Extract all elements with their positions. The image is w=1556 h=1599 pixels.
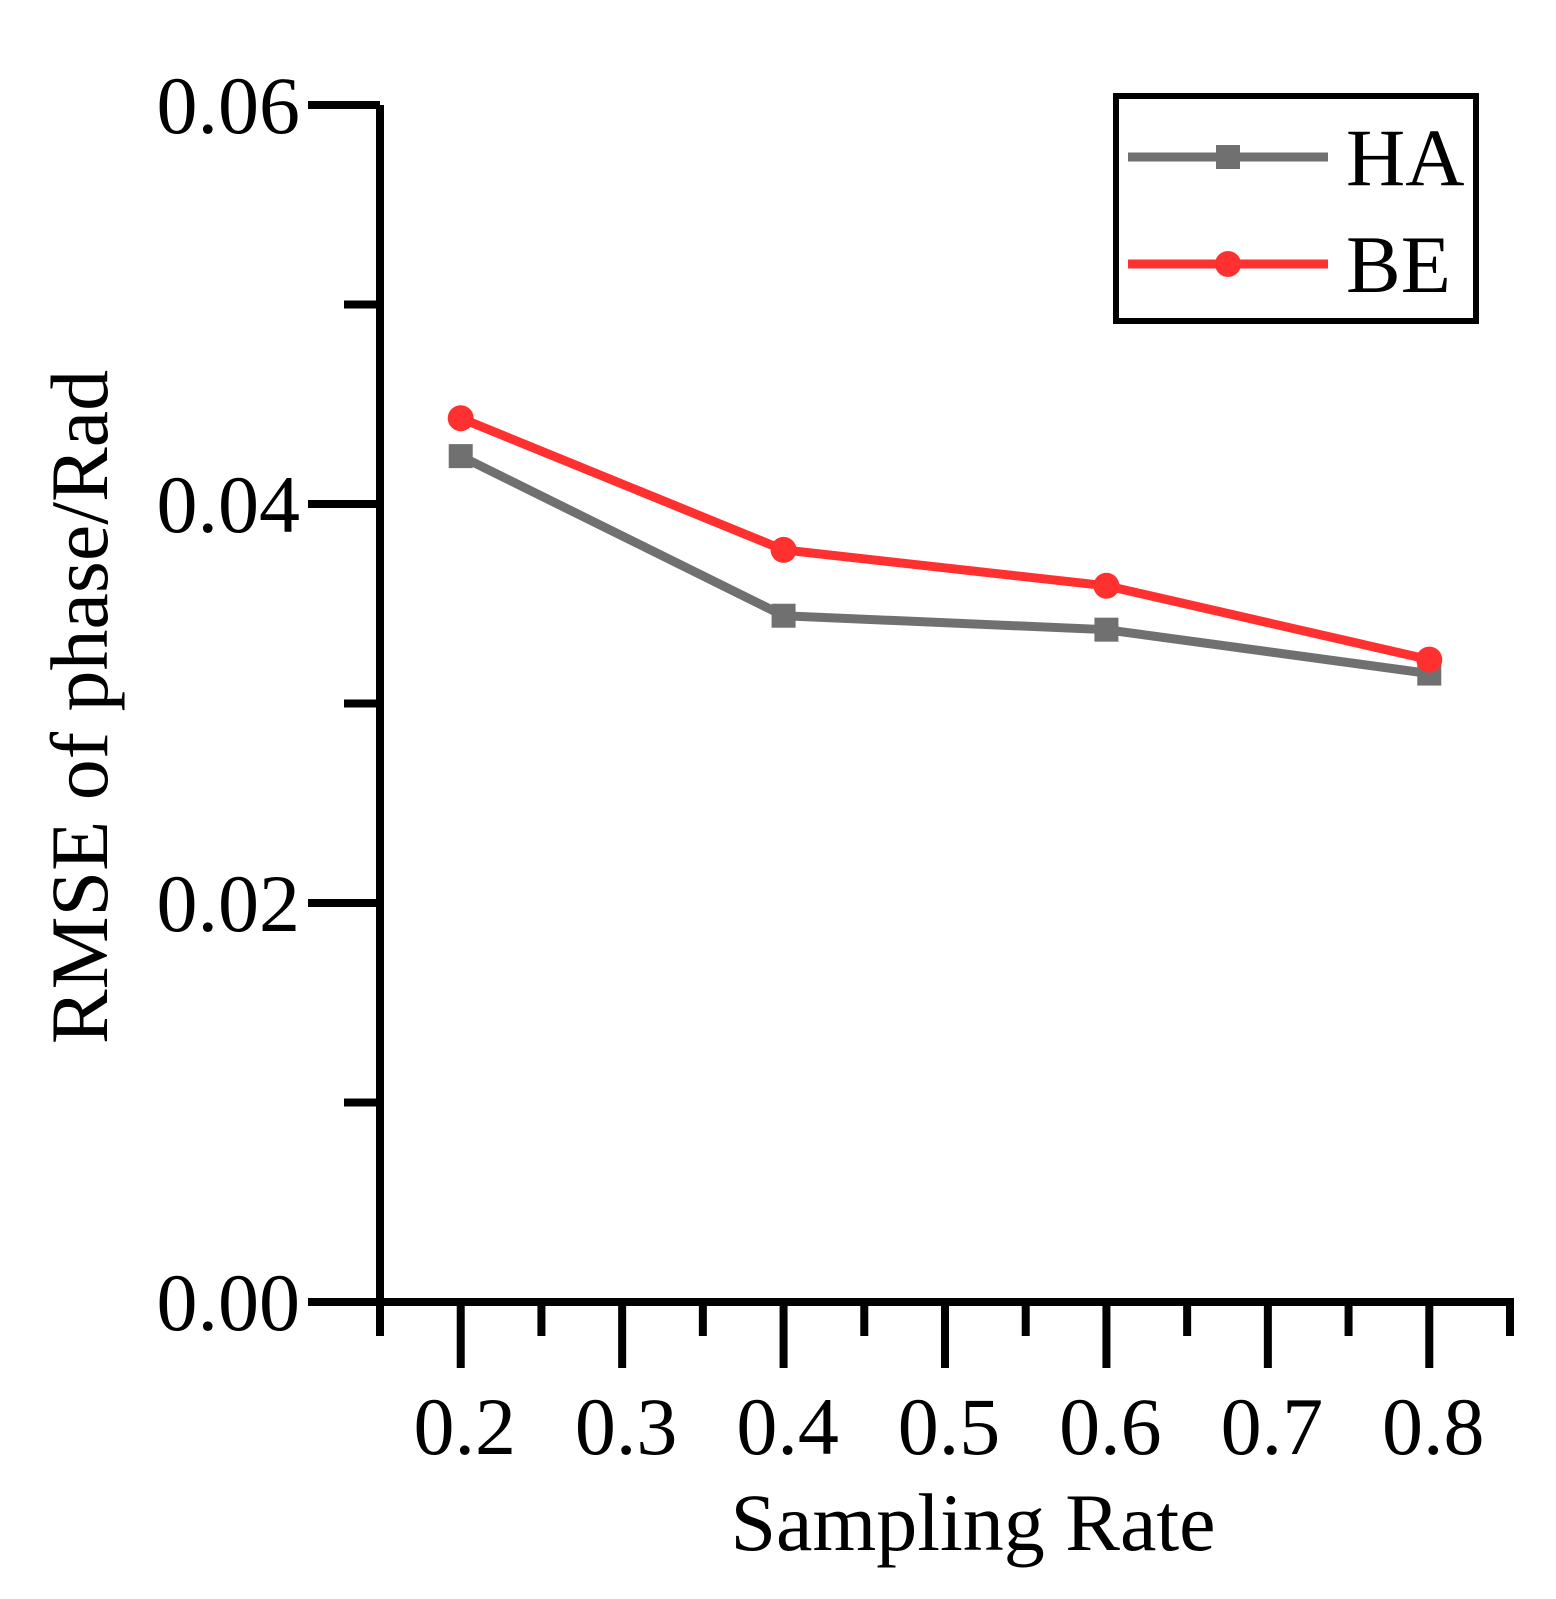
x-tick-label: 0.7 [1221, 1381, 1324, 1472]
legend-box [1113, 93, 1479, 324]
y-axis-title: RMSE of phase/Rad [34, 370, 125, 1044]
data-point-be [1093, 572, 1120, 599]
x-tick-label: 0.8 [1382, 1381, 1485, 1472]
legend-label-ha: HA [1346, 112, 1464, 203]
x-tick-label: 0.6 [1059, 1381, 1162, 1472]
x-tick-label: 0.5 [898, 1381, 1001, 1472]
data-point-be [770, 536, 797, 563]
y-tick-label: 0.00 [157, 1257, 301, 1348]
series-line-ha [458, 452, 1430, 679]
legend-label-be: BE [1346, 219, 1451, 310]
y-tick-label: 0.04 [157, 459, 301, 550]
x-axis-title: Sampling Rate [730, 1477, 1215, 1568]
data-point-be [447, 405, 474, 432]
y-tick-label: 0.02 [157, 858, 301, 949]
legend-marker-be [1215, 251, 1241, 277]
data-point-ha [771, 603, 796, 628]
data-point-be [1416, 646, 1443, 673]
x-tick-label: 0.3 [575, 1381, 678, 1472]
legend-marker-ha [1216, 145, 1240, 169]
data-point-ha [448, 444, 473, 469]
y-tick-label: 0.06 [157, 60, 301, 151]
x-tick-label: 0.4 [736, 1381, 839, 1472]
series-line-be [459, 414, 1431, 664]
x-tick-label: 0.2 [413, 1381, 516, 1472]
data-point-ha [1094, 617, 1119, 642]
